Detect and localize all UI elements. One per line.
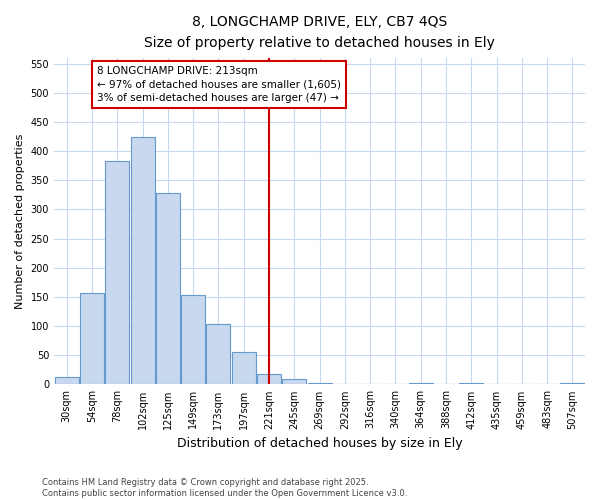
Bar xyxy=(181,295,205,384)
Bar xyxy=(257,374,281,384)
Bar xyxy=(282,378,306,384)
Text: Contains HM Land Registry data © Crown copyright and database right 2025.
Contai: Contains HM Land Registry data © Crown c… xyxy=(42,478,407,498)
Bar xyxy=(80,293,104,384)
Bar xyxy=(131,137,155,384)
Title: 8, LONGCHAMP DRIVE, ELY, CB7 4QS
Size of property relative to detached houses in: 8, LONGCHAMP DRIVE, ELY, CB7 4QS Size of… xyxy=(144,15,495,50)
Bar xyxy=(308,382,332,384)
Bar xyxy=(156,193,180,384)
Bar xyxy=(55,378,79,384)
Y-axis label: Number of detached properties: Number of detached properties xyxy=(15,134,25,309)
Bar xyxy=(409,382,433,384)
Text: 8 LONGCHAMP DRIVE: 213sqm
← 97% of detached houses are smaller (1,605)
3% of sem: 8 LONGCHAMP DRIVE: 213sqm ← 97% of detac… xyxy=(97,66,341,103)
Bar xyxy=(105,161,129,384)
Bar xyxy=(232,352,256,384)
X-axis label: Distribution of detached houses by size in Ely: Distribution of detached houses by size … xyxy=(177,437,463,450)
Bar xyxy=(206,324,230,384)
